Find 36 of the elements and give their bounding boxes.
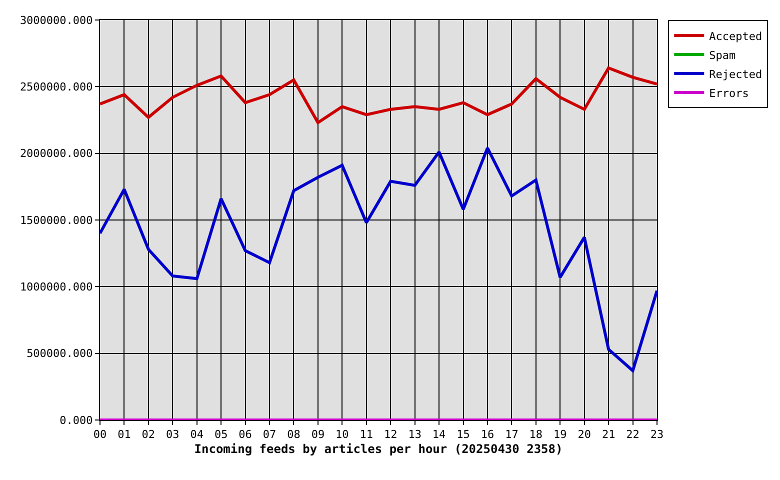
x-axis-title: Incoming feeds by articles per hour (20250430 2358): [194, 442, 563, 456]
x-tick-label: 00: [93, 428, 107, 442]
x-tick-label: 13: [408, 428, 422, 442]
y-tick-label: 3000000.000: [20, 14, 93, 27]
x-tick-label: 07: [262, 428, 276, 442]
x-tick-label: 03: [166, 428, 180, 442]
legend-label: Accepted: [709, 30, 762, 43]
x-tick-label: 08: [287, 428, 300, 442]
x-tick-label: 01: [118, 428, 131, 442]
x-tick-label: 20: [578, 428, 591, 442]
x-tick-label: 18: [529, 428, 543, 442]
x-tick-label: 05: [214, 428, 228, 442]
x-tick-label: 16: [480, 428, 494, 442]
x-tick-label: 21: [602, 428, 616, 442]
x-tick-label: 14: [432, 428, 446, 442]
x-tick-label: 23: [650, 428, 664, 442]
y-tick-label: 0.000: [60, 414, 93, 427]
x-tick-label: 22: [626, 428, 640, 442]
legend-label: Rejected: [709, 68, 762, 81]
x-tick-label: 11: [360, 428, 374, 442]
x-tick-label: 15: [456, 428, 470, 442]
x-tick-label: 12: [384, 428, 398, 442]
y-tick-label: 2000000.000: [20, 147, 93, 160]
x-tick-label: 17: [505, 428, 518, 442]
x-tick-label: 09: [311, 428, 325, 442]
y-tick-label: 2500000.000: [20, 80, 93, 94]
x-tick-label: 19: [554, 428, 567, 442]
x-tick-label: 10: [336, 428, 349, 442]
x-tick-label: 06: [238, 428, 252, 442]
y-tick-label: 1500000.000: [20, 214, 93, 227]
y-tick-label: 1000000.000: [20, 280, 93, 294]
y-tick-label: 500000.000: [26, 347, 93, 360]
legend-label: Errors: [709, 86, 749, 100]
x-tick-label: 02: [142, 428, 156, 442]
x-tick-label: 04: [190, 428, 204, 442]
legend-label: Spam: [709, 48, 736, 62]
